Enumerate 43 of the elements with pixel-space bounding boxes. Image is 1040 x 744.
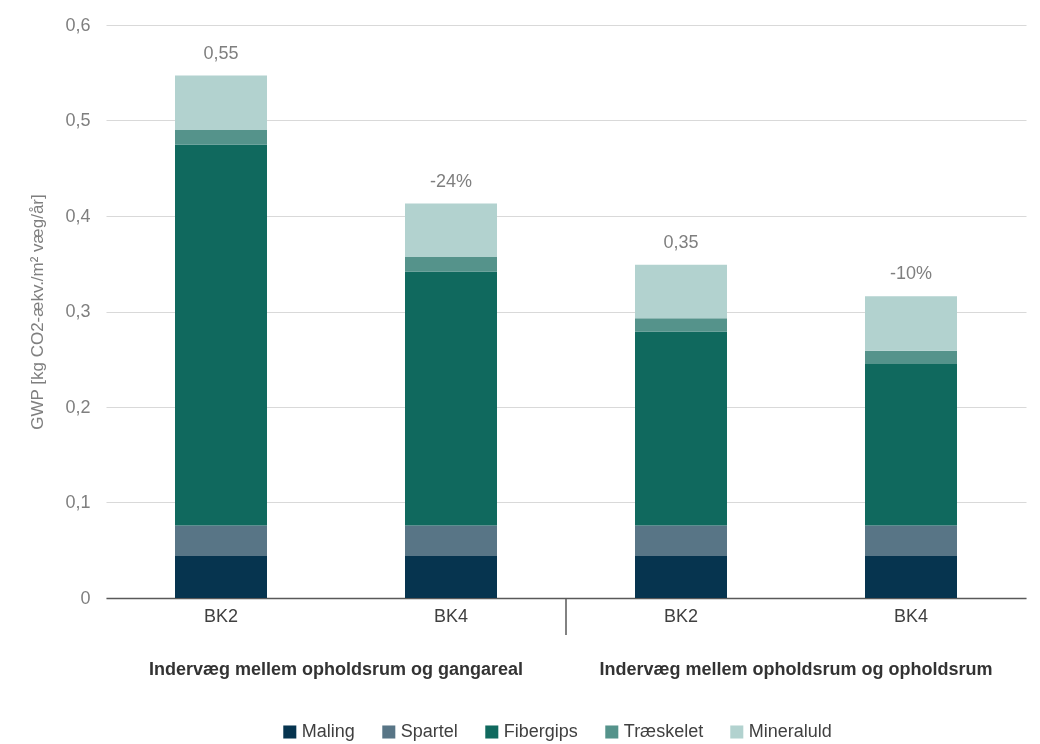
bar	[175, 75, 267, 131]
annotation: -24%	[429, 170, 473, 191]
y-tick-label: 0,4	[65, 205, 91, 226]
bar	[175, 144, 267, 526]
x-tick-label: BK2	[203, 605, 239, 626]
bar	[865, 296, 957, 351]
y-axis-title: GWP [kg CO2-ækv./m² væg/år]	[28, 194, 48, 430]
bar	[175, 130, 267, 145]
x-tick-label: BK2	[663, 605, 699, 626]
bar	[405, 203, 497, 258]
legend-label: Fibergips	[503, 721, 578, 741]
bar	[635, 555, 727, 598]
y-tick-label: 0,5	[65, 110, 91, 130]
y-tick-label: 0,6	[65, 14, 91, 35]
y-tick-label: 0,3	[65, 301, 91, 321]
bar	[175, 555, 267, 598]
y-tick-label: 0	[80, 587, 91, 608]
x-tick-label: BK4	[893, 605, 929, 626]
bar	[635, 318, 727, 332]
legend-label: Træskelet	[623, 721, 704, 741]
bar	[635, 264, 727, 319]
y-tick-label: 0,1	[65, 492, 91, 512]
bar	[635, 331, 727, 526]
x-tick-label: BK4	[433, 605, 469, 626]
legend-label: Spartel	[400, 721, 458, 741]
legend-label: Maling	[301, 721, 355, 741]
bar	[405, 271, 497, 526]
total-label: 0,35	[663, 231, 699, 252]
bar	[175, 525, 267, 556]
total-label: 0,55	[203, 42, 239, 63]
annotation: -10%	[889, 263, 933, 284]
bar	[635, 525, 727, 556]
bar	[405, 257, 497, 272]
bar	[865, 555, 957, 598]
bar	[865, 525, 957, 556]
bar	[405, 525, 497, 556]
bar	[405, 555, 497, 598]
legend-label: Mineraluld	[748, 721, 832, 741]
y-tick-label: 0,2	[65, 396, 91, 417]
bar	[865, 364, 957, 526]
text: Indervæg mellem opholdsrum og gangareal	[148, 659, 524, 679]
bar	[865, 350, 957, 365]
text: Indervæg mellem opholdsrum og opholdsrum	[599, 659, 993, 679]
